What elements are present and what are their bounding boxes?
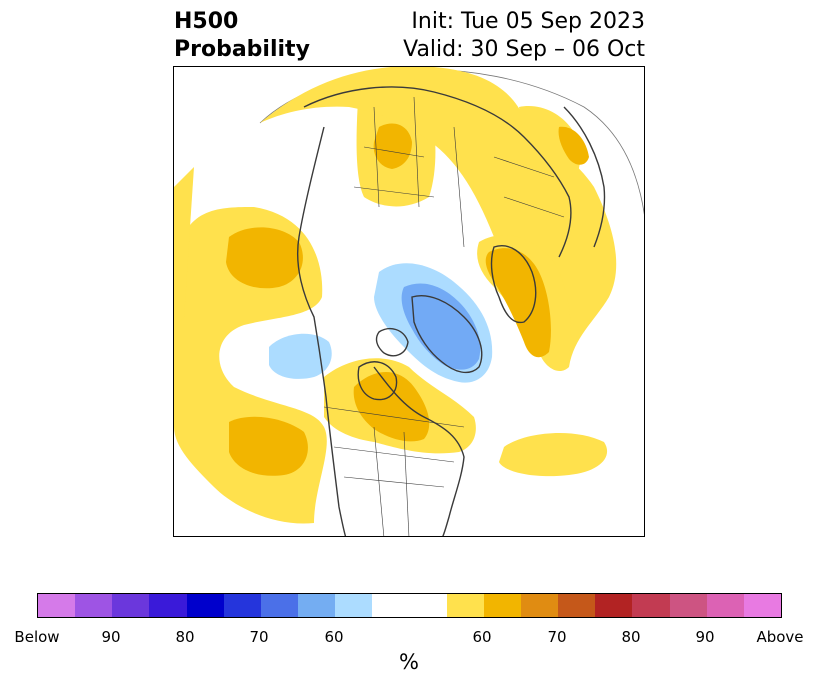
above-normal-strong-regions bbox=[226, 123, 589, 476]
colorbar-tick-label: 60 bbox=[324, 628, 344, 646]
coast-east-asia bbox=[563, 106, 606, 248]
map-dates: Init: Tue 05 Sep 2023 Valid: 30 Sep – 06… bbox=[403, 8, 645, 64]
title-variable: H500 bbox=[174, 9, 239, 34]
valid-period: Valid: 30 Sep – 06 Oct bbox=[403, 37, 645, 62]
coast-eurasia-north bbox=[303, 86, 572, 258]
colorbar-tick-label: 80 bbox=[175, 628, 195, 646]
below-normal-regions bbox=[269, 263, 493, 383]
above-strong-east-siberia bbox=[558, 126, 589, 165]
colorbar-swatch bbox=[149, 594, 187, 617]
coast-north-america-east bbox=[373, 366, 465, 536]
coast-hudson-bay bbox=[357, 361, 398, 401]
above-strong-gulf-of-alaska bbox=[226, 227, 303, 289]
colorbar-swatch bbox=[483, 594, 522, 617]
above-region-pacific-left bbox=[174, 167, 194, 327]
colorbar bbox=[37, 593, 782, 618]
above-strong-east-pacific bbox=[229, 416, 308, 476]
colorbar-swatch bbox=[372, 594, 447, 617]
colorbar-swatch bbox=[706, 594, 744, 617]
colorbar-swatch bbox=[558, 594, 596, 617]
colorbar-swatch bbox=[521, 594, 559, 617]
map-title: H500 Probability bbox=[174, 8, 310, 64]
below-region-alaska bbox=[269, 333, 332, 379]
colorbar-tick-label: 60 bbox=[472, 628, 492, 646]
above-region-atlantic bbox=[499, 432, 608, 477]
colorbar-tick-label: Below bbox=[14, 628, 60, 646]
below-strong-greenland bbox=[401, 283, 481, 370]
colorbar-tick-label: 70 bbox=[249, 628, 269, 646]
coast-north-america-west bbox=[296, 126, 347, 536]
init-date: Init: Tue 05 Sep 2023 bbox=[411, 9, 645, 34]
colorbar-swatch bbox=[298, 594, 336, 617]
colorbar-unit: % bbox=[399, 650, 419, 674]
above-strong-scandinavia bbox=[485, 248, 551, 358]
political-borders bbox=[323, 96, 565, 536]
colorbar-swatch bbox=[595, 594, 633, 617]
colorbar-swatch bbox=[112, 594, 150, 617]
colorbar-swatch bbox=[632, 594, 670, 617]
colorbar-swatch bbox=[38, 594, 76, 617]
coast-greenland bbox=[411, 295, 483, 374]
colorbar-tick-label: 90 bbox=[695, 628, 715, 646]
colorbar-tick-label: Above bbox=[756, 628, 804, 646]
coast-scandinavia bbox=[490, 245, 537, 324]
above-strong-siberia bbox=[373, 123, 412, 169]
colorbar-swatch bbox=[335, 594, 373, 617]
colorbar-swatch bbox=[223, 594, 261, 617]
title-metric: Probability bbox=[174, 37, 310, 62]
map-canvas bbox=[174, 67, 644, 536]
probability-map bbox=[173, 66, 645, 537]
colorbar-tick-label: 90 bbox=[101, 628, 121, 646]
colorbar-swatch bbox=[446, 594, 484, 617]
coast-arctic-islands bbox=[375, 327, 409, 357]
colorbar-swatch bbox=[743, 594, 782, 617]
above-strong-hudson bbox=[353, 372, 430, 442]
colorbar-swatch bbox=[186, 594, 224, 617]
land-outlines bbox=[296, 86, 606, 536]
colorbar-tick-label: 80 bbox=[621, 628, 641, 646]
colorbar-swatch bbox=[669, 594, 707, 617]
colorbar-swatch bbox=[260, 594, 299, 617]
colorbar-swatch bbox=[75, 594, 113, 617]
colorbar-tick-label: 70 bbox=[547, 628, 567, 646]
